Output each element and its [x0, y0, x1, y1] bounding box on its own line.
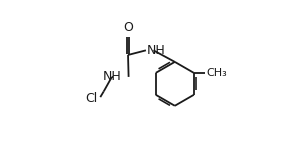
Text: Cl: Cl [85, 92, 97, 105]
Text: NH: NH [147, 44, 166, 57]
Text: CH₃: CH₃ [206, 68, 227, 78]
Text: O: O [123, 21, 133, 34]
Text: NH: NH [103, 70, 122, 83]
